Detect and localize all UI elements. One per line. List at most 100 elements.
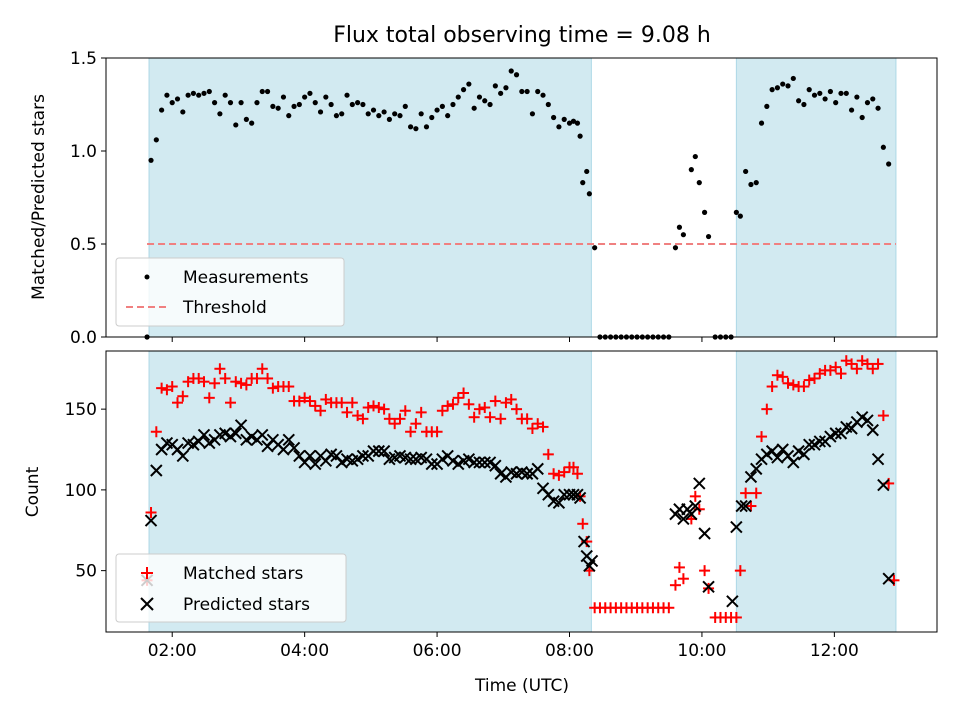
bottom-plot-frame [105,350,938,633]
predicted-star-point [813,435,827,448]
measurement-point [460,87,467,93]
measurement-point [566,120,573,126]
measurement-point [864,100,871,106]
predicted-star-point [787,456,800,469]
measurement-point [701,209,708,215]
matched-star-point [468,411,480,423]
measurement-point [672,245,679,251]
matched-star-point [262,372,274,384]
measurement-point [764,103,770,109]
measurement-point [556,124,562,130]
matched-star-point [526,423,538,435]
predicted-star-point [377,444,391,458]
measurement-point [733,209,739,215]
predicted-star-point [871,452,885,466]
measurement-point [471,105,477,111]
matched-star-point [251,372,263,384]
predicted-star-point [234,419,248,432]
x-axis-label: Time (UTC) [474,676,569,696]
measurement-point [185,92,191,98]
measurement-point [476,94,483,100]
predicted-star-point [882,572,895,585]
measurement-point [705,233,712,240]
measurement-point [466,81,472,87]
y-tick-label: 100 [65,481,97,501]
predicted-star-point [573,491,587,505]
measurement-point [806,87,812,93]
measurement-point [169,100,175,106]
matched-star-point [383,413,395,425]
measurement-point [561,116,567,122]
predicted-star-point [771,451,784,464]
measurement-point [680,232,686,238]
y-tick-label: 1.5 [70,49,97,69]
measurement-point [302,94,308,100]
matched-star-point [846,358,858,370]
matched-star-point [256,363,268,375]
matched-star-point [771,369,783,381]
matched-star-point [730,611,742,623]
matched-star-point [750,487,762,499]
measurement-point [503,85,509,91]
predicted-star-point [689,499,702,513]
matched-star-point [872,358,884,370]
legend-predicted-marker [140,597,154,611]
measurement-point [286,113,292,119]
measurement-point [676,224,683,230]
matched-star-point [699,565,711,577]
measurement-point [365,111,371,117]
measurement-point [227,100,234,106]
measurement-point [592,245,598,251]
measurement-point [280,94,287,100]
measurement-point [586,191,592,197]
measurement-point [843,90,849,96]
measurement-point [355,100,361,106]
matched-star-point [394,413,406,425]
matched-star-point [867,363,879,375]
matched-star-point [224,397,236,409]
measurement-point [529,111,536,117]
matched-star-point [473,403,485,415]
y-tick-label: 1.0 [70,142,97,162]
measurement-point [774,85,781,91]
matched-star-point [761,403,773,415]
matched-star-point [745,500,757,512]
predicted-star-point [702,580,715,593]
matched-star-point [677,573,689,585]
matched-star-point [734,565,746,577]
predicted-star-point [467,456,481,469]
matched-star-point [458,387,470,399]
matched-star-point [346,397,358,409]
measurement-point [392,111,398,117]
matched-star-point [537,421,549,433]
matched-star-point [495,413,507,425]
measurement-point [748,181,754,188]
predicted-star-point [282,433,295,447]
measurement-point [743,168,749,175]
measurement-point [291,103,297,109]
predicted-star-point [552,496,566,510]
measurement-point [574,120,581,126]
measurement-point [551,114,557,121]
matched-star-point [283,381,295,393]
matched-star-point [368,400,380,412]
matched-star-point [198,376,210,388]
legend-measurements-label: Measurements [183,268,309,288]
matched-star-point [703,582,715,594]
matched-star-point [777,371,789,383]
measurement-point [545,101,551,108]
measurement-point [153,137,159,143]
predicted-star-point [277,443,290,456]
top-ylabel: Matched/Predicted stars [29,94,49,300]
measurement-point [164,92,170,98]
predicted-star-point [197,428,211,442]
matched-star-point [782,377,794,389]
measurement-point [492,83,498,89]
measurement-point [381,109,387,115]
matched-star-point [673,561,685,573]
measurement-point [211,100,218,106]
matched-star-point [235,377,247,389]
matched-star-point [787,379,799,391]
measurement-point [413,126,419,132]
